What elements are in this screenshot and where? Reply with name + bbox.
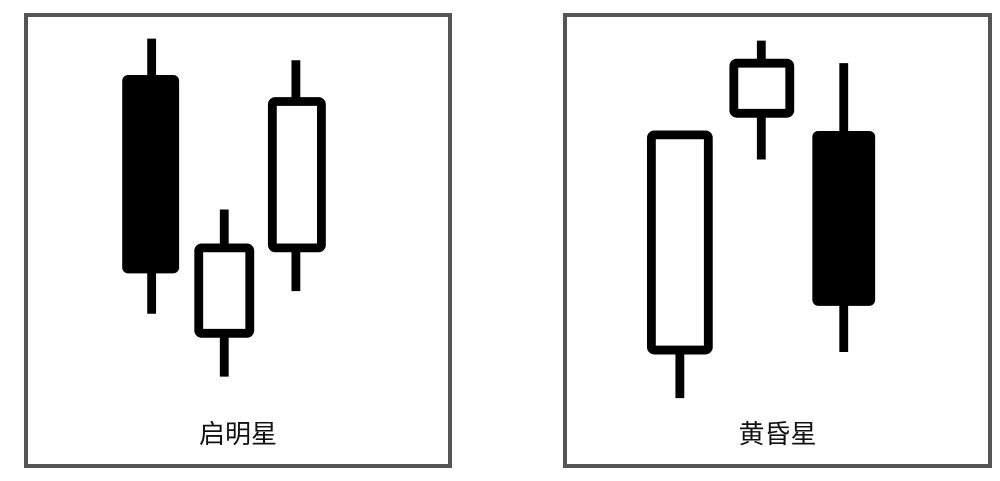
morning-star-panel: 启明星 [24, 13, 452, 468]
candle-2-body [729, 58, 795, 118]
evening-star-caption: 黄昏星 [738, 420, 817, 450]
candle-3 [267, 60, 326, 292]
candle-1-body [646, 130, 713, 355]
candle-1-body [122, 74, 180, 274]
candle-3-body [812, 130, 876, 306]
morning-star-caption: 启明星 [198, 420, 277, 450]
candle-3-body [267, 97, 326, 253]
morning-star-candles [122, 38, 326, 377]
evening-star-panel: 黄昏星 [563, 13, 992, 468]
candle-2 [729, 40, 795, 160]
candle-3 [812, 63, 876, 353]
evening-star-candles [646, 40, 876, 399]
candle-2-body [194, 243, 255, 338]
candle-1 [122, 38, 180, 314]
candle-1 [646, 130, 713, 399]
candle-2 [194, 209, 255, 377]
